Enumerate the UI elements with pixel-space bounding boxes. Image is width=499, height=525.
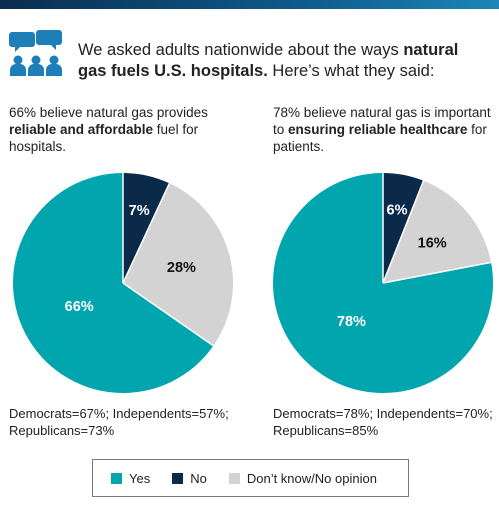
intro-tail: Here’s what they said: xyxy=(267,62,435,80)
pie-0-slice-yes xyxy=(12,173,214,393)
right-desc-bold: ensuring reliable healthcare xyxy=(288,122,468,137)
legend-swatch-dontknow xyxy=(228,472,240,484)
legend-swatch-no xyxy=(172,472,184,484)
right-desc-plain: 78% believe natural gas is important to xyxy=(273,105,491,137)
pie-0-label-dontknow: 28% xyxy=(167,260,196,276)
pie-0-slice-dontknow xyxy=(123,183,233,346)
left-panel-description: 66% believe natural gas provides reliabl… xyxy=(9,104,239,155)
legend-item-dontknow: Don’t know/No opinion xyxy=(228,470,377,486)
intro-bold: natural gas fuels U.S. hospitals. xyxy=(78,41,459,80)
legend-label-yes: Yes xyxy=(129,470,151,486)
left-desc-tail: fuel for hospitals. xyxy=(9,122,199,154)
intro-plain: We asked adults nationwide about the way… xyxy=(78,41,404,59)
pie-chart-right: 78% 6% 16% xyxy=(272,173,493,393)
people-discussion-icon xyxy=(9,30,62,76)
intro-text: We asked adults nationwide about the way… xyxy=(78,40,478,82)
pie-0-label-no: 7% xyxy=(129,203,150,219)
right-party-breakdown: Democrats=78%; Independents=70%; Republi… xyxy=(273,406,493,438)
left-desc-bold: reliable and affordable xyxy=(9,122,154,137)
pie-0-slice-no xyxy=(123,173,170,283)
pie-1-separator xyxy=(382,180,425,284)
right-panel-description: 78% believe natural gas is important to … xyxy=(273,104,499,155)
legend-label-dontknow: Don’t know/No opinion xyxy=(246,470,377,486)
left-party-breakdown: Democrats=67%; Independents=57%; Republi… xyxy=(9,406,229,438)
pie-chart-left: 66% 7% 28% xyxy=(12,173,233,393)
pie-1-separator xyxy=(382,261,492,284)
legend-label-no: No xyxy=(190,470,207,486)
pie-1-label-no: 6% xyxy=(387,203,408,219)
top-banner-bar xyxy=(0,0,499,9)
pie-0-separator xyxy=(122,282,214,347)
pie-1-slice-dontknow xyxy=(383,180,492,283)
pie-0-label-yes: 66% xyxy=(65,299,94,315)
legend-swatch-yes xyxy=(111,472,122,484)
chart-legend: Yes No Don’t know/No opinion xyxy=(92,459,409,497)
pie-1-label-dontknow: 16% xyxy=(418,235,447,251)
pie-0-separator xyxy=(122,182,171,284)
left-desc-plain: 66% believe natural gas provides xyxy=(9,105,208,120)
legend-item-yes: Yes xyxy=(111,471,150,486)
right-desc-tail: for patients. xyxy=(273,122,487,154)
legend-item-no: No xyxy=(172,471,207,486)
pie-1-label-yes: 78% xyxy=(337,314,366,330)
